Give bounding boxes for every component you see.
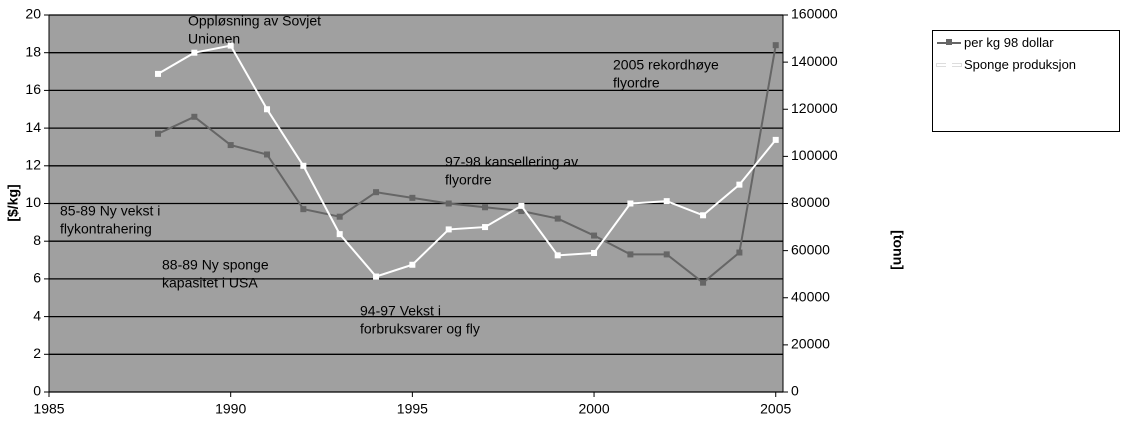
- point: [554, 215, 561, 222]
- y2-tick-label: 0: [791, 383, 799, 399]
- point: [336, 231, 343, 238]
- point: [300, 162, 307, 169]
- point: [700, 279, 707, 286]
- point: [264, 106, 271, 113]
- annotation: Oppløsning av Sovjet: [188, 13, 321, 29]
- point: [445, 200, 452, 207]
- point: [227, 42, 234, 49]
- annotation: 94-97 Vekst i: [360, 303, 441, 319]
- point: [482, 204, 489, 211]
- point: [300, 206, 307, 213]
- legend-item: Sponge produksjon: [936, 57, 1115, 73]
- point: [409, 261, 416, 268]
- point: [373, 189, 380, 196]
- series-line: [157, 44, 777, 284]
- point: [591, 232, 598, 239]
- annotation: 2005 rekordhøye: [613, 57, 719, 73]
- y-tick-label: 6: [33, 270, 41, 286]
- point: [736, 181, 743, 188]
- legend-key: [936, 57, 962, 71]
- annotation: 88-89 Ny sponge: [162, 257, 269, 273]
- point: [663, 251, 670, 258]
- annotation: flyordre: [445, 172, 492, 188]
- point: [191, 113, 198, 120]
- y2-tick-label: 20000: [791, 336, 830, 352]
- annotation: Unionen: [188, 31, 240, 47]
- point: [627, 200, 634, 207]
- point: [482, 224, 489, 231]
- point: [155, 130, 162, 137]
- point: [663, 198, 670, 205]
- point: [518, 208, 525, 215]
- y-tick-label: 0: [33, 383, 41, 399]
- point: [772, 42, 779, 49]
- y-axis-label: [$/kg]: [5, 184, 21, 221]
- point: [409, 194, 416, 201]
- x-tick-label: 1990: [215, 401, 246, 417]
- y2-tick-label: 140000: [791, 53, 838, 69]
- annotation: 97-98 kansellering av: [445, 154, 578, 170]
- y2-tick-label: 100000: [791, 147, 838, 163]
- point: [772, 136, 779, 143]
- point: [264, 151, 271, 158]
- y2-axis-label: [tonn]: [890, 230, 906, 270]
- annotation: kapasitet i USA: [162, 275, 258, 291]
- point: [736, 249, 743, 256]
- annotation: forbruksvarer og fly: [360, 321, 480, 337]
- y-tick-label: 18: [25, 43, 41, 59]
- legend-label: Sponge produksjon: [964, 57, 1077, 72]
- point: [445, 226, 452, 233]
- x-tick-label: 2000: [578, 401, 609, 417]
- y2-tick-label: 160000: [791, 6, 838, 22]
- annotation: 85-89 Ny vekst i: [60, 203, 160, 219]
- y-tick-label: 12: [25, 157, 41, 173]
- y2-tick-label: 120000: [791, 100, 838, 116]
- y-tick-label: 2: [33, 345, 41, 361]
- x-tick-label: 1995: [397, 401, 428, 417]
- y-tick-label: 10: [25, 194, 41, 210]
- y2-tick-label: 40000: [791, 288, 830, 304]
- y-tick-label: 20: [25, 6, 41, 22]
- y2-tick-label: 60000: [791, 241, 830, 257]
- point: [155, 70, 162, 77]
- y-tick-label: 4: [33, 307, 41, 323]
- legend-item: per kg 98 dollar: [937, 35, 1115, 51]
- x-tick-label: 2005: [760, 401, 791, 417]
- annotation: flyordre: [613, 75, 660, 91]
- legend-label: per kg 98 dollar: [964, 35, 1054, 50]
- chart: [$/kg] [tonn] 0 2 4 6 8 10 12 14 16 18 20 0 20000 400…: [5, 6, 907, 417]
- x-tick-label: 1985: [33, 401, 64, 417]
- legend-key: [937, 35, 961, 49]
- point: [518, 202, 525, 209]
- series-line: [157, 44, 777, 278]
- point: [373, 273, 380, 280]
- legend: per kg 98 dollar Sponge produksjon: [932, 30, 1120, 132]
- point: [700, 212, 707, 219]
- y2-tick-label: 80000: [791, 194, 830, 210]
- y-tick-label: 16: [25, 81, 41, 97]
- y-tick-label: 14: [25, 119, 41, 135]
- point: [336, 213, 343, 220]
- point: [591, 249, 598, 256]
- annotation: flykontrahering: [60, 221, 152, 237]
- point: [554, 252, 561, 259]
- point: [191, 49, 198, 56]
- point: [627, 251, 634, 258]
- y-tick-label: 8: [33, 232, 41, 248]
- point: [227, 142, 234, 149]
